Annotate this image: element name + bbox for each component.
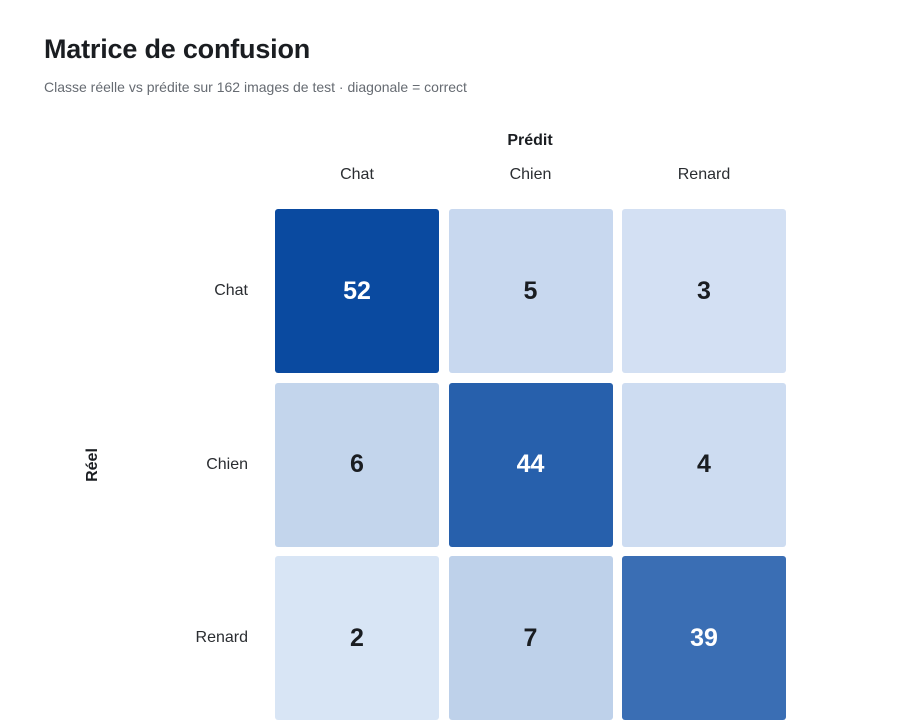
chart-subtitle: Classe réelle vs prédite sur 162 images … bbox=[44, 79, 467, 95]
matrix-cell-renard-renard: 39 bbox=[622, 556, 786, 720]
cell-value: 3 bbox=[697, 276, 711, 305]
matrix-cell-chien-chat: 6 bbox=[275, 382, 439, 547]
matrix-cell-chien-renard: 4 bbox=[622, 382, 786, 547]
chart-title: Matrice de confusion bbox=[44, 34, 311, 64]
row-label-chien: Chien bbox=[206, 455, 248, 473]
col-label-renard: Renard bbox=[677, 166, 731, 183]
col-label-chat: Chat bbox=[340, 166, 374, 183]
row-label-renard: Renard bbox=[195, 629, 248, 646]
matrix-cell-renard-chat: 2 bbox=[275, 556, 439, 720]
cell-value: 44 bbox=[516, 450, 545, 478]
cell-value: 7 bbox=[523, 623, 538, 652]
matrix-cell-chien-chien: 44 bbox=[448, 382, 613, 547]
col-label-chien: Chien bbox=[509, 166, 552, 183]
matrix-cell-chat-chien: 5 bbox=[448, 209, 613, 373]
cell-value: 39 bbox=[690, 623, 718, 652]
matrix-cell-chat-renard: 3 bbox=[622, 209, 786, 373]
cell-value: 2 bbox=[350, 623, 364, 652]
x-axis-title: Prédit bbox=[507, 132, 553, 149]
cell-value: 52 bbox=[343, 276, 371, 305]
cell-value: 6 bbox=[350, 450, 364, 478]
row-label-chat: Chat bbox=[214, 282, 248, 299]
cell-value: 5 bbox=[523, 276, 538, 305]
matrix-cell-chat-chat: 52 bbox=[275, 209, 439, 373]
cell-value: 4 bbox=[697, 450, 711, 478]
matrix-cell-renard-chien: 7 bbox=[448, 556, 613, 720]
